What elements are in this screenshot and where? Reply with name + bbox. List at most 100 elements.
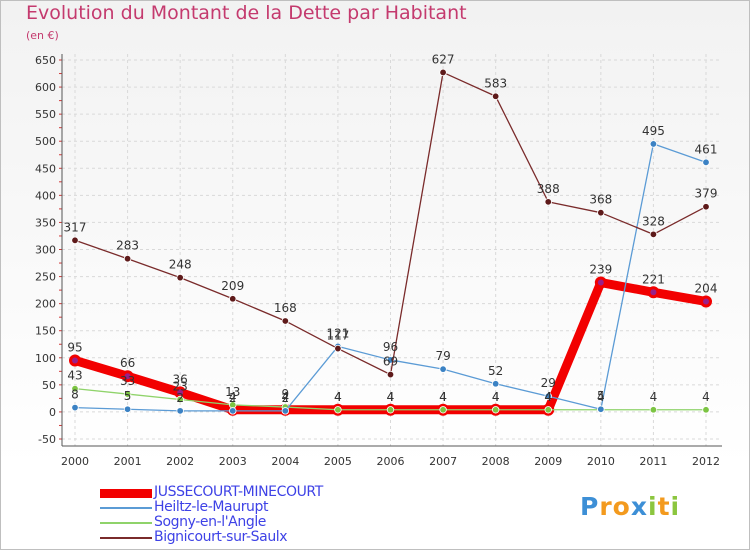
y-tick-label: 600 [35, 81, 56, 94]
legend-swatch [100, 522, 152, 524]
legend-label: Bignicourt-sur-Saulx [154, 529, 288, 545]
data-label: 4 [387, 390, 395, 404]
data-label: 168 [274, 301, 297, 315]
data-label: 117 [326, 329, 349, 343]
data-point [71, 403, 79, 412]
series-lines [69, 68, 712, 416]
axes: -50 0 50 100 150 200 250 300 350 400 450 500 550 600 6… [35, 54, 722, 468]
y-tick-label: 150 [35, 325, 56, 338]
data-point [334, 406, 342, 414]
proxiti-logo: Proxiti [580, 492, 680, 521]
data-label: 388 [537, 182, 560, 196]
data-label: 4 [544, 390, 552, 404]
logo-letter: i [648, 492, 658, 521]
logo-letter: o [612, 492, 631, 521]
y-tick-label: 100 [35, 352, 56, 365]
x-tick-label: 2001 [114, 455, 142, 468]
data-label: 239 [589, 263, 612, 277]
data-point [281, 407, 290, 415]
x-tick-label: 2000 [61, 455, 89, 468]
y-tick-label: 0 [49, 406, 56, 419]
data-point [439, 406, 447, 414]
y-tick-label: -50 [38, 433, 56, 446]
data-point [544, 392, 552, 400]
data-label: 8 [71, 388, 79, 402]
data-label: 43 [67, 369, 82, 383]
x-tick-label: 2008 [482, 455, 510, 468]
data-label: 4 [334, 390, 342, 404]
data-label: 4 [334, 390, 342, 404]
data-label: 4 [650, 390, 658, 404]
data-point [702, 406, 710, 414]
data-label: 221 [642, 272, 665, 286]
x-tick-label: 2010 [587, 455, 615, 468]
x-tick-label: 2007 [429, 455, 457, 468]
logo-letter: r [599, 492, 613, 521]
data-label: 33 [120, 374, 135, 388]
data-point-core [597, 279, 604, 286]
data-point [123, 390, 132, 398]
data-point [597, 405, 605, 413]
data-label: 29 [541, 376, 556, 390]
data-label: 495 [642, 124, 665, 138]
data-label: 66 [120, 356, 135, 370]
data-point-core [124, 373, 131, 380]
data-label: 52 [488, 364, 503, 378]
x-tick-label: 2009 [534, 455, 562, 468]
data-point [491, 406, 500, 414]
data-point-core [703, 298, 709, 305]
data-label: 96 [383, 340, 398, 354]
data-point [702, 203, 710, 211]
data-label: 95 [67, 340, 82, 354]
chart-title: Evolution du Montant de la Dette par Hab… [26, 2, 467, 24]
data-point-core [72, 357, 78, 364]
data-point [491, 92, 500, 100]
data-label: 36 [173, 372, 188, 386]
unit-label: (en €) [26, 29, 59, 42]
data-label: 4 [597, 390, 605, 404]
data-label: 317 [64, 220, 87, 234]
data-label: 4 [439, 390, 447, 404]
data-point [439, 68, 447, 77]
data-point [649, 230, 658, 239]
x-tick-label: 2011 [639, 455, 667, 468]
logo-letter: x [630, 492, 648, 521]
y-tick-label: 650 [35, 54, 56, 67]
data-label: 4 [282, 390, 290, 404]
data-point [71, 236, 79, 244]
data-label: 379 [695, 187, 718, 201]
data-label: 13 [225, 385, 240, 399]
y-tick-label: 200 [35, 298, 56, 311]
data-label: 461 [695, 142, 718, 156]
data-label: 627 [432, 52, 455, 66]
data-label: 204 [695, 281, 718, 295]
data-label: 4 [702, 390, 710, 404]
data-label: 328 [642, 214, 665, 228]
data-label: 368 [589, 193, 612, 207]
data-point [649, 406, 658, 414]
data-point [334, 344, 342, 353]
data-label: 583 [484, 76, 507, 90]
data-point [71, 384, 79, 393]
y-tick-label: 300 [35, 244, 56, 257]
data-point [229, 407, 237, 415]
data-label: 2 [229, 391, 237, 405]
data-label: 5 [124, 389, 132, 403]
x-tick-label: 2002 [166, 455, 194, 468]
legend-label: Heiltz-le-Maurupt [154, 499, 269, 515]
y-tick-label: 250 [35, 271, 56, 284]
logo-letter: i [670, 492, 681, 521]
data-point [176, 395, 184, 404]
data-point [544, 406, 552, 414]
data-point [176, 407, 184, 415]
legend-swatch [100, 537, 152, 539]
data-label: 209 [221, 279, 244, 293]
data-label: 9 [282, 387, 290, 401]
data-point [176, 273, 184, 282]
data-point [544, 198, 552, 206]
data-label: 4 [492, 390, 500, 404]
data-label: 69 [383, 355, 398, 369]
y-tick-label: 350 [35, 216, 56, 229]
